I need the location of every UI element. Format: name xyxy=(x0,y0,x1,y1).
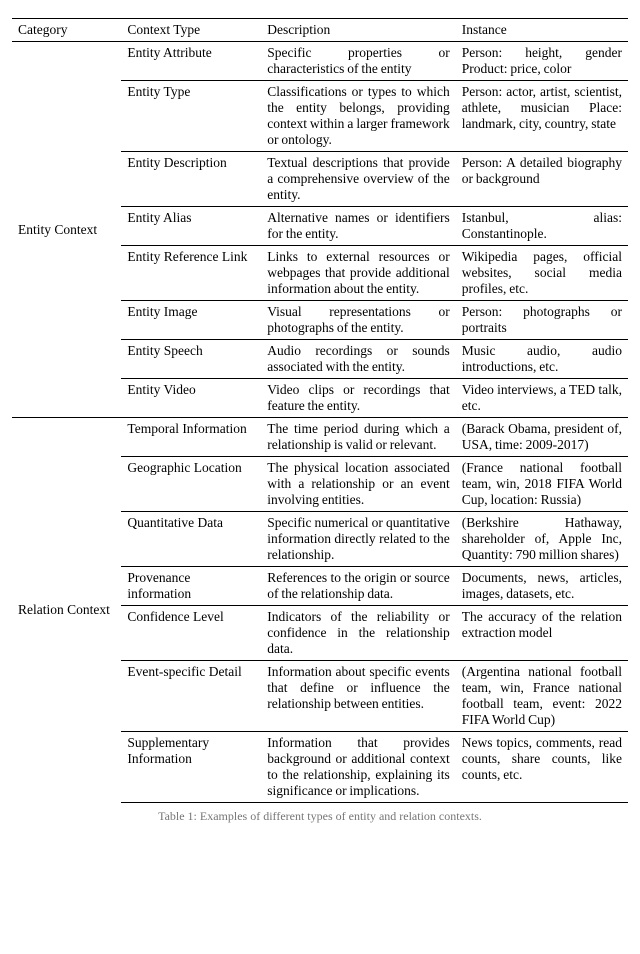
cell-instance: Person: height, gender Product: price, c… xyxy=(456,42,628,81)
cell-instance: Documents, news, articles, images, datas… xyxy=(456,567,628,606)
cell-description: Classifications or types to which the en… xyxy=(261,81,456,152)
cell-instance: Person: photographs or portraits xyxy=(456,301,628,340)
cell-category: Entity Context xyxy=(12,42,121,418)
cell-description: Information about specific events that d… xyxy=(261,661,456,732)
cell-context-type: Entity Video xyxy=(121,379,261,418)
cell-instance: (France national football team, win, 201… xyxy=(456,457,628,512)
cell-description: The time period during which a relations… xyxy=(261,418,456,457)
cell-context-type: Event-specific Detail xyxy=(121,661,261,732)
cell-context-type: Quantitative Data xyxy=(121,512,261,567)
cell-instance: Istanbul, alias: Constantinople. xyxy=(456,207,628,246)
cell-description: Visual representations or photographs of… xyxy=(261,301,456,340)
cell-context-type: Entity Type xyxy=(121,81,261,152)
cell-context-type: Entity Image xyxy=(121,301,261,340)
context-types-table: Category Context Type Description Instan… xyxy=(12,18,628,803)
cell-context-type: Geographic Location xyxy=(121,457,261,512)
cell-context-type: Supplementary Information xyxy=(121,732,261,803)
cell-description: Textual descriptions that provide a comp… xyxy=(261,152,456,207)
cell-context-type: Confidence Level xyxy=(121,606,261,661)
cell-instance: Wikipedia pages, official websites, soci… xyxy=(456,246,628,301)
col-context-type: Context Type xyxy=(121,19,261,42)
cell-description: The physical location associated with a … xyxy=(261,457,456,512)
cell-description: Specific properties or characteristics o… xyxy=(261,42,456,81)
cell-instance: (Argentina national football team, win, … xyxy=(456,661,628,732)
cell-context-type: Temporal Information xyxy=(121,418,261,457)
cell-description: Indicators of the reliability or confide… xyxy=(261,606,456,661)
col-description: Description xyxy=(261,19,456,42)
col-instance: Instance xyxy=(456,19,628,42)
cell-instance: Video interviews, a TED talk, etc. xyxy=(456,379,628,418)
cell-context-type: Provenance information xyxy=(121,567,261,606)
cell-instance: The accuracy of the relation extraction … xyxy=(456,606,628,661)
table-caption: Table 1: Examples of different types of … xyxy=(12,809,628,824)
cell-instance: Person: A detailed biography or backgrou… xyxy=(456,152,628,207)
cell-instance: (Barack Obama, president of, USA, time: … xyxy=(456,418,628,457)
cell-context-type: Entity Alias xyxy=(121,207,261,246)
cell-instance: News topics, comments, read counts, shar… xyxy=(456,732,628,803)
cell-context-type: Entity Attribute xyxy=(121,42,261,81)
cell-instance: Music audio, audio introductions, etc. xyxy=(456,340,628,379)
cell-description: Video clips or recordings that feature t… xyxy=(261,379,456,418)
table-header-row: Category Context Type Description Instan… xyxy=(12,19,628,42)
cell-instance: (Berkshire Hathaway, shareholder of, App… xyxy=(456,512,628,567)
cell-description: Alternative names or identifiers for the… xyxy=(261,207,456,246)
cell-context-type: Entity Reference Link xyxy=(121,246,261,301)
col-category: Category xyxy=(12,19,121,42)
cell-context-type: Entity Description xyxy=(121,152,261,207)
cell-description: References to the origin or source of th… xyxy=(261,567,456,606)
cell-description: Links to external resources or webpages … xyxy=(261,246,456,301)
table-row: Relation ContextTemporal InformationThe … xyxy=(12,418,628,457)
cell-context-type: Entity Speech xyxy=(121,340,261,379)
cell-description: Specific numerical or quantitative infor… xyxy=(261,512,456,567)
table-row: Entity ContextEntity AttributeSpecific p… xyxy=(12,42,628,81)
cell-instance: Person: actor, artist, scientist, athlet… xyxy=(456,81,628,152)
cell-category: Relation Context xyxy=(12,418,121,803)
cell-description: Audio recordings or sounds associated wi… xyxy=(261,340,456,379)
cell-description: Information that provides background or … xyxy=(261,732,456,803)
